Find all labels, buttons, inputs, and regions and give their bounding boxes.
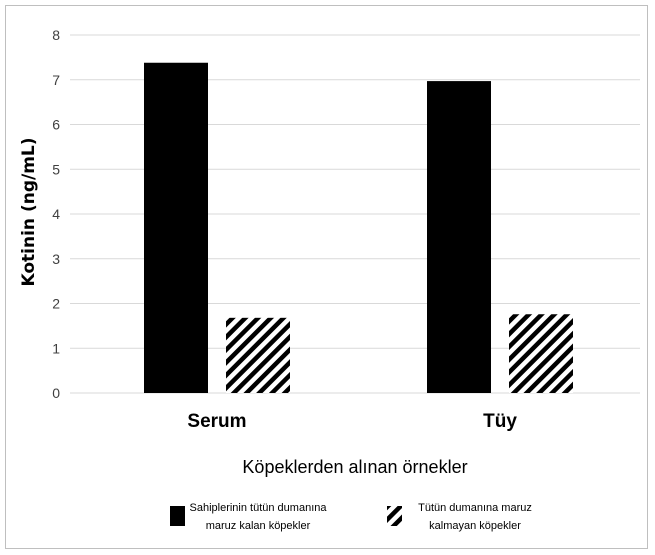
y-tick-labels: 0 1 2 3 4 5 6 7 8 — [52, 27, 60, 401]
y-tick-label: 5 — [52, 161, 60, 177]
y-axis-label: Kotinin (ng/mL) — [19, 137, 39, 286]
y-tick-label: 2 — [52, 296, 60, 312]
category-labels: Serum Tüy — [187, 411, 517, 432]
y-tick-label: 3 — [52, 251, 60, 267]
legend-swatch — [387, 506, 402, 526]
bar-tüy-series-1 — [427, 81, 491, 393]
legend-swatch — [170, 506, 185, 526]
legend-label: Tütün dumanına maruz — [418, 502, 532, 514]
bar-tüy-series-2 — [509, 314, 573, 393]
y-tick-label: 4 — [52, 206, 60, 222]
category-label: Serum — [187, 411, 246, 432]
y-tick-label: 1 — [52, 340, 60, 356]
legend-label: maruz kalan köpekler — [206, 520, 311, 532]
bar-serum-series-2 — [226, 317, 290, 393]
legend-label: Sahiplerinin tütün dumanına — [190, 502, 328, 514]
y-tick-label: 6 — [52, 117, 60, 133]
y-tick-label: 7 — [52, 72, 60, 88]
category-label: Tüy — [483, 411, 517, 432]
y-tick-label: 8 — [52, 27, 60, 43]
y-tick-label: 0 — [52, 385, 60, 401]
legend-label: kalmayan köpekler — [429, 520, 521, 532]
chart-frame — [5, 5, 648, 549]
bars — [144, 62, 573, 394]
bar-serum-series-1 — [144, 62, 208, 394]
x-axis-label: Köpeklerden alınan örnekler — [242, 457, 467, 477]
legend: Sahiplerinin tütün dumanına maruz kalan k… — [170, 502, 532, 532]
